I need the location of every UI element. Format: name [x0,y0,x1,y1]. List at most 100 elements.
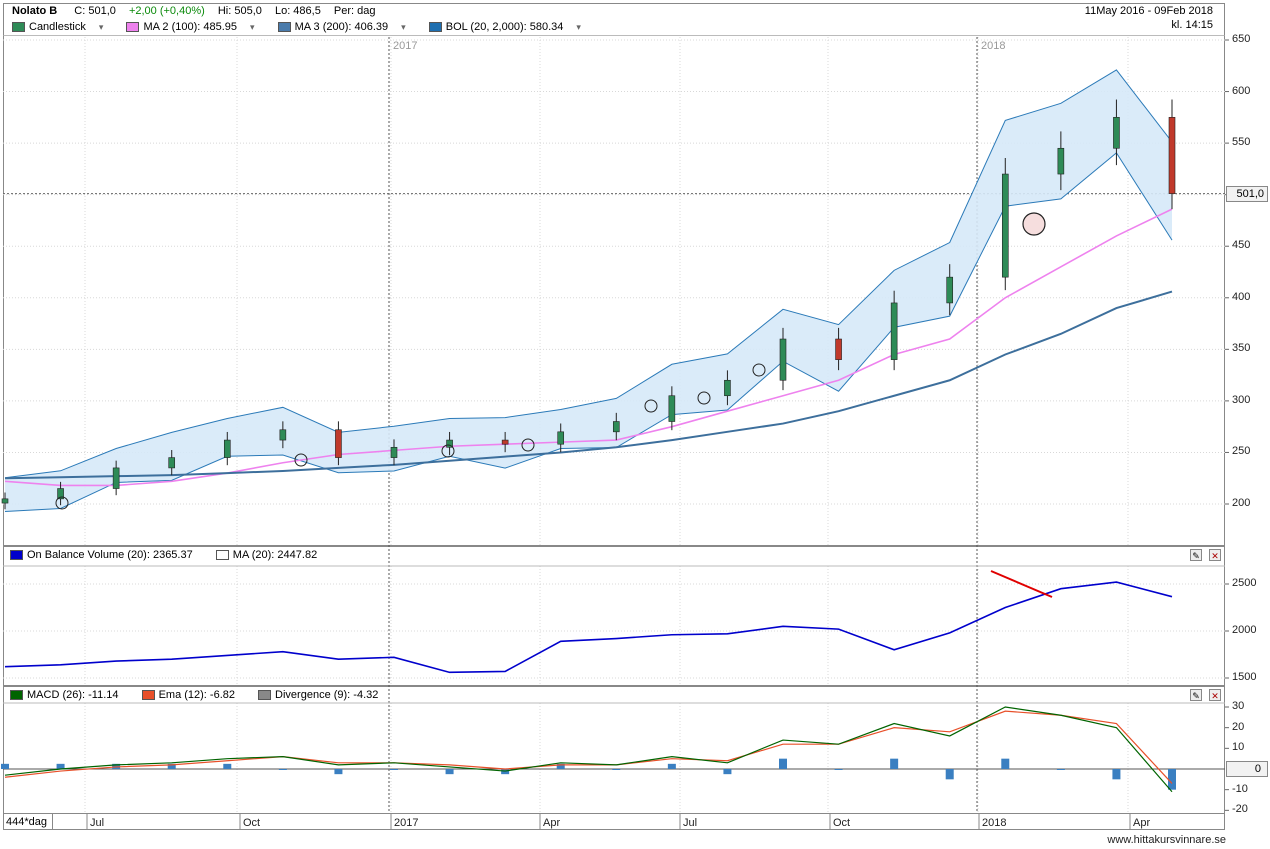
candle-body [1113,117,1120,149]
high-label: Hi: 505,0 [217,5,262,17]
divergence-bar [278,769,287,770]
macd-panel [3,686,1225,814]
divergence-bar [667,763,676,769]
divergence-bar [1056,769,1065,770]
bollinger-band [5,69,1172,512]
wrench-icon[interactable]: ✎ [1190,689,1202,701]
obv-legend: On Balance Volume (20): 2365.37 MA (20):… [10,549,337,563]
obv-tick-label: 1500 [1232,671,1257,683]
candle-body [1,498,9,504]
macd-tick-label: 20 [1232,720,1245,733]
price-legend: Candlestick ▾ MA 2 (100): 485.95 ▾ MA 3 (2… [12,21,601,35]
legend-swatch [126,22,140,32]
legend-bollinger[interactable]: BOL (20, 2,000): 580.34 ▾ [428,21,591,33]
chevron-down-icon[interactable]: ▾ [401,21,406,32]
candle-body [779,338,787,381]
legend-swatch [428,22,442,32]
candle-body [279,429,287,441]
chevron-down-icon[interactable]: ▾ [576,21,581,32]
divergence-bar [945,769,954,780]
period-label-header: Per: dag [333,5,376,17]
x-axis-bar [3,814,1225,830]
divergence-bar [1,763,9,769]
divergence-bar [612,769,621,770]
macd-line [4,706,1173,793]
price-tick-label: 450 [1232,239,1251,252]
legend-divergence[interactable]: Divergence (9): -4.32 [258,689,388,701]
obv-tick-label: 2500 [1232,577,1257,589]
legend-swatch [277,22,291,32]
obv-trendline [990,570,1053,598]
price-tick-label: 650 [1232,33,1251,45]
legend-swatch [215,550,229,560]
close-icon[interactable]: ✕ [1209,549,1221,561]
candle-body [168,457,176,469]
legend-ma100[interactable]: MA 2 (100): 485.95 ▾ [126,21,264,33]
ema-line [4,710,1173,784]
chevron-down-icon[interactable]: ▾ [250,21,255,32]
price-tick-label: 200 [1232,497,1251,509]
candle-body [223,439,231,458]
divergence-bar [1168,769,1176,790]
legend-swatch [258,690,272,700]
obv-line [4,581,1173,674]
quote-header: Nolato B C: 501,0 +2,00 (+0,40%) Hi: 505… [12,5,385,17]
year-label-2018: 2018 [981,40,1006,52]
zero-label: 0 [1226,761,1268,777]
price-tick-label: 600 [1232,84,1251,97]
legend-candlestick[interactable]: Candlestick ▾ [12,21,113,33]
candle-body [446,439,453,448]
divergence-bar [834,769,843,770]
pivot-circle [294,453,308,467]
obv-tick-label: 2000 [1232,624,1257,636]
candle-body [335,429,342,458]
close-icon[interactable]: ✕ [1209,689,1221,701]
candle-body [557,431,565,445]
watermark: www.hittakursvinnare.se [1107,834,1226,846]
x-tick-label: Oct [833,817,851,829]
legend-obv[interactable]: On Balance Volume (20): 2365.37 [10,549,203,561]
macd-tick-label: -20 [1232,803,1248,816]
candle-body [1168,117,1176,194]
divergence-bar [223,763,232,769]
candle-body [57,488,64,500]
wrench-icon[interactable]: ✎ [1190,549,1202,561]
price-tick-label: 550 [1232,136,1251,149]
price-tick-label: 350 [1232,342,1251,355]
candle-body [390,446,398,458]
pivot-circle [55,496,69,510]
pivot-circle [441,444,455,458]
last-price-label: 501,0 [1226,186,1268,202]
x-tick-label: Jul [90,817,105,829]
candle-body [668,395,676,422]
period-box[interactable]: 444*dag [3,814,53,830]
ma200-line [4,290,1173,480]
price-tick-label: 250 [1232,445,1251,458]
bollinger-upper [4,69,1173,479]
legend-swatch [10,690,23,700]
candle-body [946,276,954,304]
change-label: +2,00 (+0,40%) [128,5,205,17]
x-tick-label: Oct [243,817,261,829]
divergence-bar [779,758,787,769]
candle-body [501,439,509,445]
candle-body [835,338,842,360]
low-label: Lo: 486,5 [274,5,321,17]
legend-ma200[interactable]: MA 3 (200): 406.39 ▾ [277,21,416,33]
legend-obv-ma[interactable]: MA (20): 2447.82 [215,549,327,561]
legend-macd[interactable]: MACD (26): -11.14 [10,689,129,701]
pivot-circle [697,391,711,405]
divergence-bar [1001,758,1010,769]
chevron-down-icon[interactable]: ▾ [98,21,104,32]
legend-swatch [10,550,23,560]
macd-legend: MACD (26): -11.14 Ema (12): -6.82 Diverg… [10,689,398,703]
divergence-bar [334,769,343,775]
x-tick-label: 2018 [982,817,1007,829]
obv-panel [3,546,1225,686]
legend-swatch [141,690,155,700]
x-tick-label: Apr [543,817,561,829]
candle-body [1001,173,1009,278]
pivot-circle [521,438,535,452]
legend-ema[interactable]: Ema (12): -6.82 [141,689,245,701]
